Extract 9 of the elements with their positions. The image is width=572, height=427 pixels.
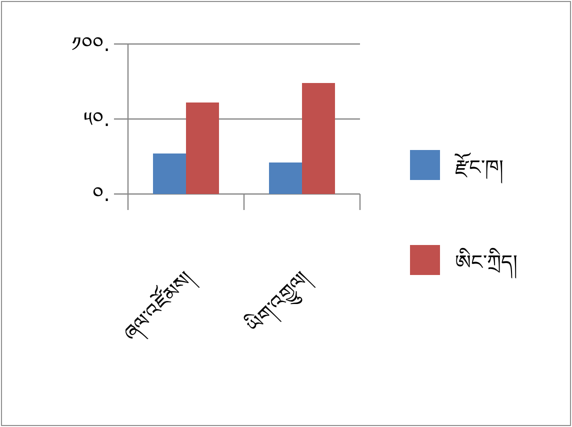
bar (302, 83, 335, 194)
bar (186, 102, 219, 194)
legend-label: རྫོང་ཁ། (454, 152, 503, 184)
bar (153, 154, 186, 194)
y-tick-label: ༥༠. (84, 107, 110, 131)
y-tick-label: ༠. (92, 182, 110, 206)
bar (269, 162, 302, 194)
y-tick-label: ༡༠༠. (72, 32, 110, 56)
legend-label: ཨིང་ཀྲིད། (455, 247, 517, 279)
